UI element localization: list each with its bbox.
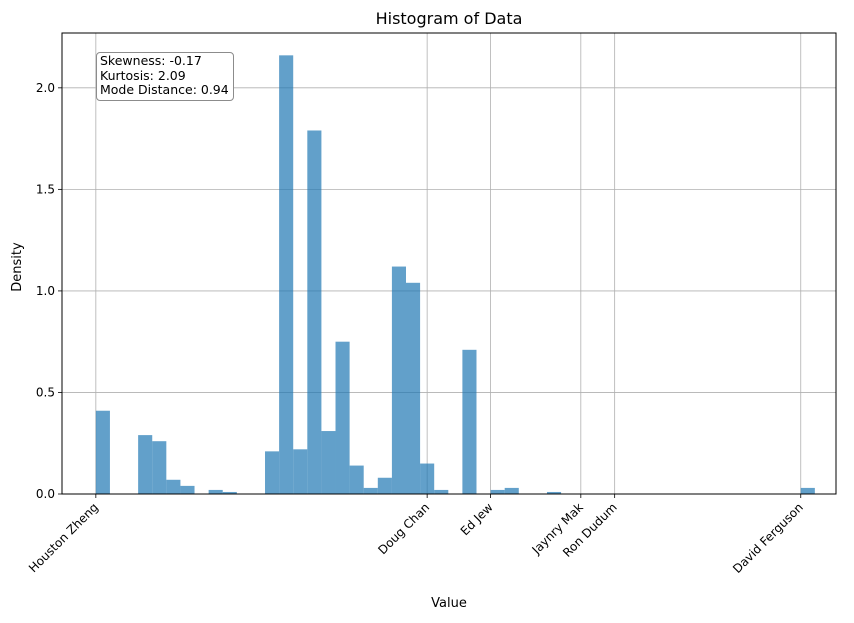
histogram-bar xyxy=(462,349,477,494)
histogram-bar xyxy=(222,491,237,494)
plot-frame xyxy=(61,32,837,495)
histogram-bar xyxy=(335,341,350,494)
histogram-bar xyxy=(420,463,435,494)
histogram-bar xyxy=(293,449,308,494)
y-tick-label: 0.5 xyxy=(36,385,55,399)
histogram-bar xyxy=(208,489,223,494)
y-tick-label: 1.0 xyxy=(36,284,55,298)
histogram-bar xyxy=(307,130,322,495)
histogram-bar xyxy=(363,487,378,494)
histogram-bar xyxy=(349,465,364,494)
histogram-bar xyxy=(152,441,167,494)
histogram-bar xyxy=(490,489,505,494)
histogram-bar xyxy=(406,282,421,494)
x-axis-label: Value xyxy=(431,596,467,611)
histogram-bar xyxy=(166,479,181,494)
histogram-bar xyxy=(800,487,815,494)
histogram-bar xyxy=(138,435,153,494)
histogram-bar xyxy=(265,451,280,494)
histogram-bar xyxy=(504,487,519,494)
grid-layer xyxy=(62,33,836,495)
mode-distance-stat: Mode Distance: 0.94 xyxy=(100,82,229,97)
chart-title: Histogram of Data xyxy=(376,9,523,28)
histogram-bar xyxy=(321,431,336,494)
bars-layer xyxy=(95,55,815,495)
histogram-bar xyxy=(391,266,406,494)
y-tick-label: 0.0 xyxy=(36,487,55,501)
histogram-bar xyxy=(95,410,110,494)
histogram-bar xyxy=(279,55,294,495)
y-tick-label: 2.0 xyxy=(36,81,55,95)
y-tick-label: 1.5 xyxy=(36,182,55,196)
stats-annotation-box: Skewness: -0.17 Kurtosis: 2.09 Mode Dist… xyxy=(96,52,234,101)
kurtosis-stat: Kurtosis: 2.09 xyxy=(100,67,186,83)
histogram-bar xyxy=(180,485,195,494)
skewness-stat: Skewness: -0.17 xyxy=(100,53,202,68)
histogram-bar xyxy=(377,477,392,494)
histogram-bar xyxy=(434,489,449,494)
y-axis-label: Density xyxy=(10,242,25,292)
histogram-bar xyxy=(546,491,562,494)
